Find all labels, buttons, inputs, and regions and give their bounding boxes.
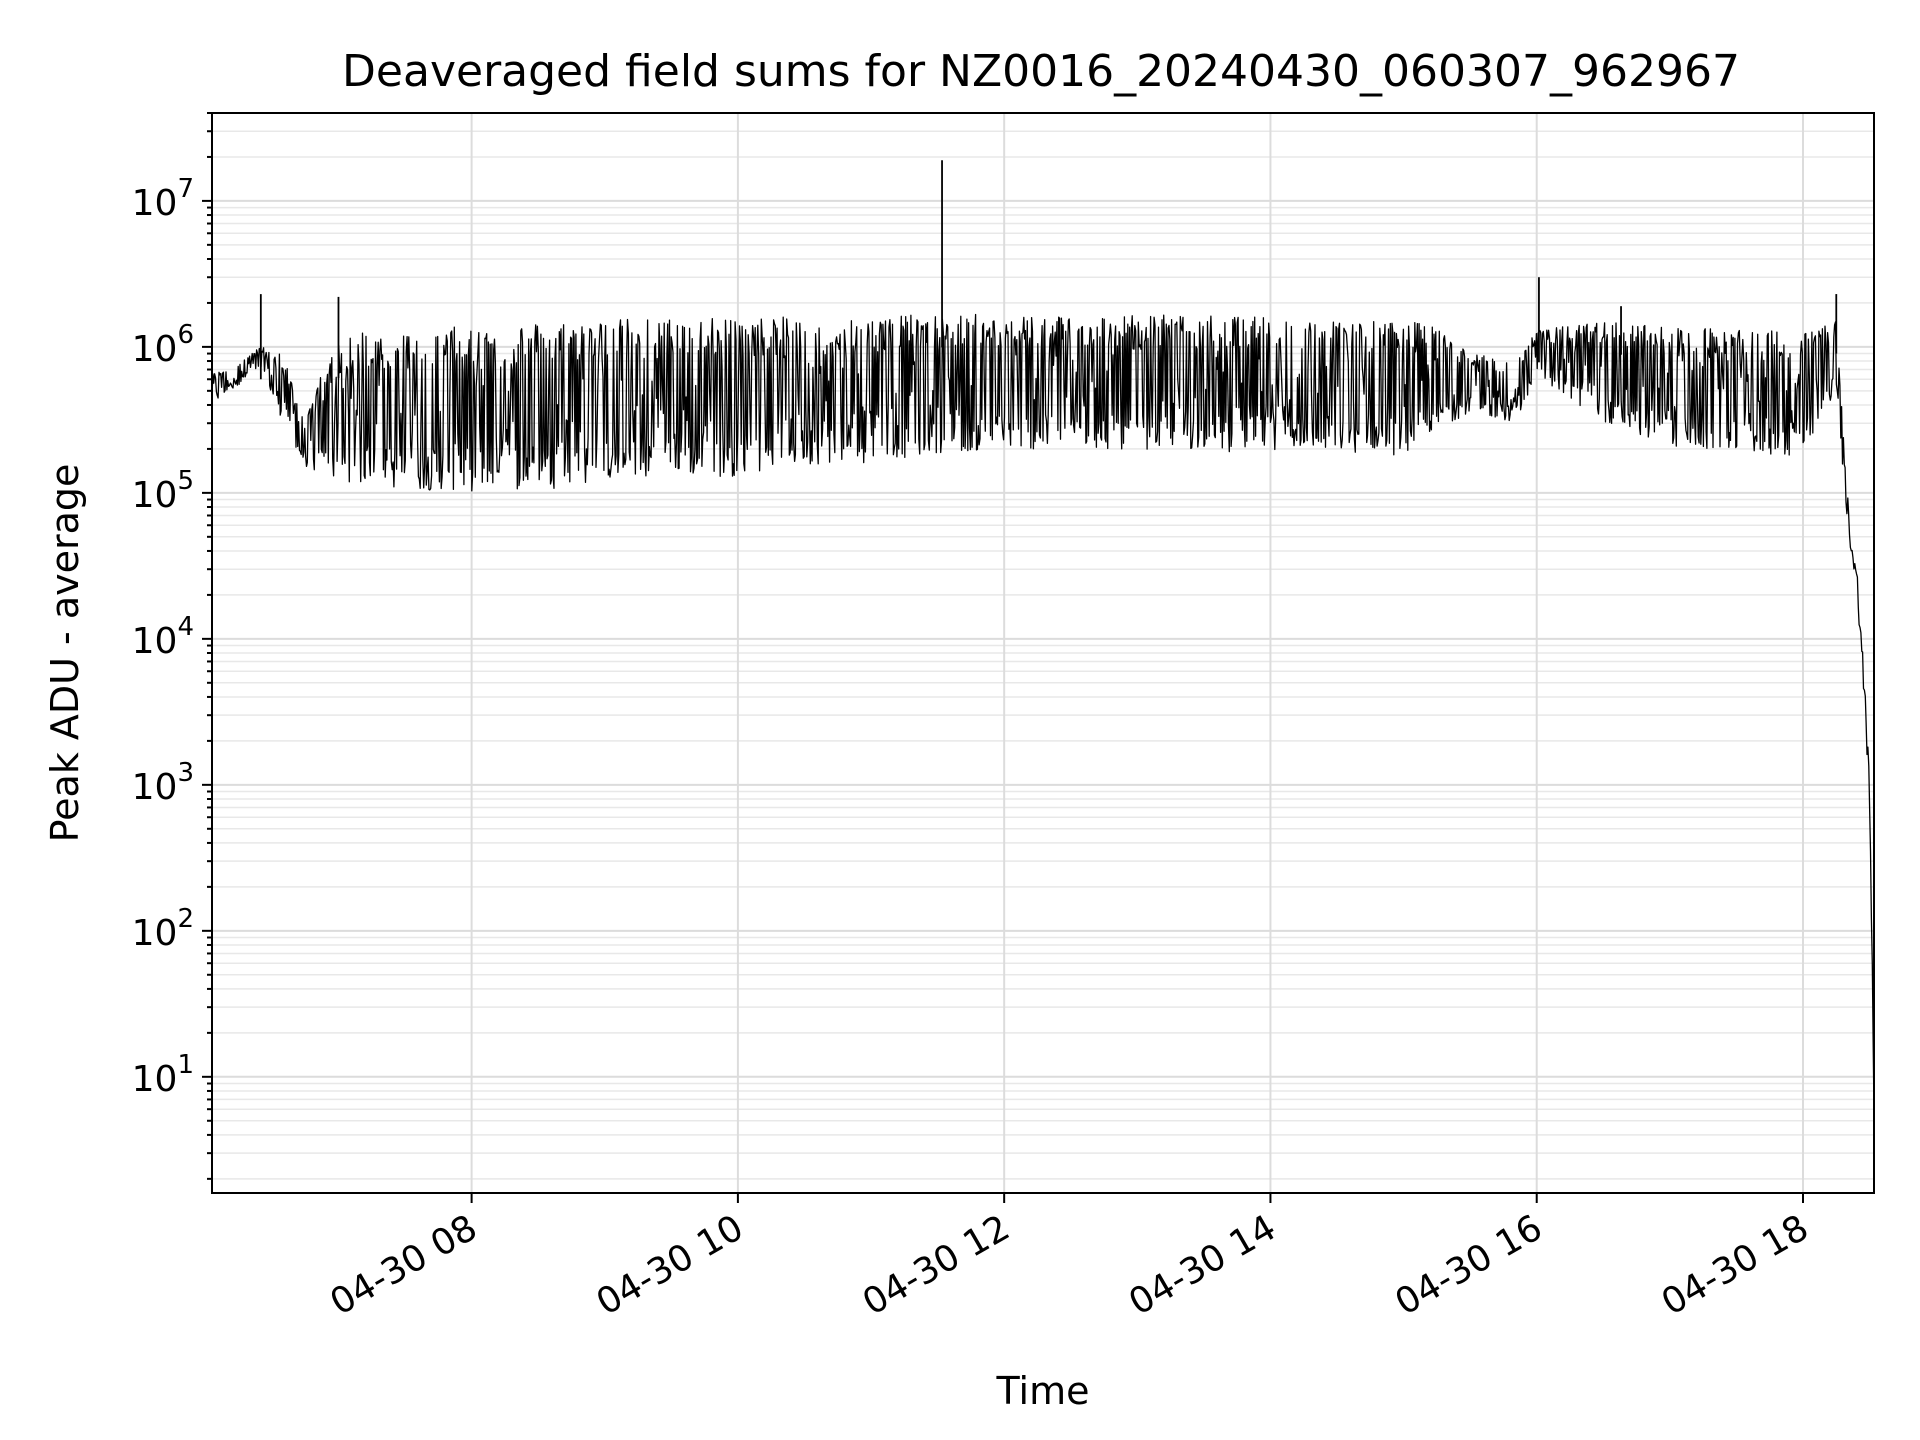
data-series (211, 160, 1875, 1114)
x-axis-label: Time (996, 1369, 1090, 1413)
y-tick-base: 10 (132, 1059, 178, 1100)
y-tick-exponent: 4 (177, 612, 194, 642)
y-tick-exponent: 1 (177, 1050, 194, 1080)
y-tick-base: 10 (132, 329, 178, 370)
y-tick-label: 101 (132, 1050, 194, 1100)
y-tick-label: 107 (132, 174, 194, 224)
y-tick-exponent: 5 (177, 466, 194, 496)
y-tick-label: 104 (132, 612, 194, 662)
y-tick-label: 102 (132, 904, 194, 954)
y-tick-exponent: 2 (177, 904, 194, 934)
y-tick-exponent: 3 (177, 758, 194, 788)
y-tick-base: 10 (132, 183, 178, 224)
y-tick-base: 10 (132, 767, 178, 808)
chart-title: Deaveraged field sums for NZ0016_2024043… (342, 46, 1740, 97)
series-line (211, 313, 1875, 1114)
y-tick-base: 10 (132, 913, 178, 954)
y-tick-base: 10 (132, 475, 178, 516)
y-tick-exponent: 7 (177, 174, 194, 204)
grid-lines (212, 112, 1874, 1193)
y-tick-exponent: 6 (177, 320, 194, 350)
y-axis-label: Peak ADU - average (43, 464, 87, 843)
y-tick-label: 105 (132, 466, 194, 516)
y-tick-base: 10 (132, 621, 178, 662)
y-tick-label: 103 (132, 758, 194, 808)
y-tick-label: 106 (132, 320, 194, 370)
